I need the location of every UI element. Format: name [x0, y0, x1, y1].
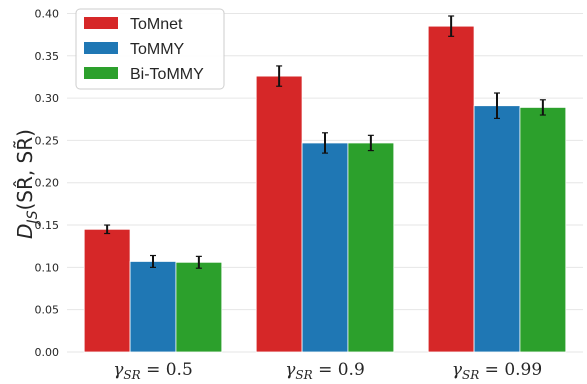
legend-swatch [84, 17, 118, 29]
legend-label: Bi-ToMMY [130, 66, 204, 83]
bar [519, 107, 567, 353]
y-tick-label: 0.20 [35, 177, 60, 190]
y-tick-label: 0.25 [35, 134, 60, 147]
error-bars [104, 15, 546, 269]
x-tick-value: = 0.5 [141, 360, 193, 380]
bar [175, 261, 223, 353]
bar [301, 142, 349, 353]
legend: ToMnet ToMMY Bi-ToMMY [75, 8, 225, 90]
x-tick-symbol: γ [113, 360, 124, 380]
x-tick-labels: γSR = 0.5 γSR = 0.9 γSR = 0.99 [113, 360, 542, 382]
bar [83, 228, 131, 353]
y-tick-label: 0.40 [35, 7, 60, 20]
y-tick-label: 0.15 [35, 219, 60, 232]
x-tick-value: = 0.99 [479, 360, 542, 380]
y-tick-label: 0.05 [35, 304, 60, 317]
y-tick-label: 0.35 [35, 50, 60, 63]
bar [473, 105, 521, 353]
legend-swatch [84, 42, 118, 54]
x-tick-label: γSR = 0.9 [285, 360, 365, 382]
y-tick-label: 0.30 [35, 92, 60, 105]
bar [255, 75, 303, 353]
x-tick-subscript: SR [295, 368, 312, 382]
y-tick-label: 0.00 [35, 346, 60, 359]
legend-swatch [84, 67, 118, 79]
bar [347, 142, 395, 353]
bar [129, 261, 177, 353]
y-axis-label-sub: JS [25, 210, 41, 226]
y-axis-label-args: (SR̂, SR̃) [13, 129, 37, 211]
x-tick-symbol: γ [452, 360, 463, 380]
x-tick-subscript: SR [123, 368, 140, 382]
bar [427, 25, 475, 353]
bars [83, 25, 567, 353]
x-tick-symbol: γ [285, 360, 296, 380]
legend-label: ToMMY [130, 41, 185, 58]
x-tick-label: γSR = 0.99 [452, 360, 542, 382]
y-tick-label: 0.10 [35, 261, 60, 274]
y-axis-label: DJS(SR̂, SR̃) [13, 129, 41, 239]
x-tick-value: = 0.9 [313, 360, 365, 380]
x-tick-label: γSR = 0.5 [113, 360, 193, 382]
y-axis-label-main: D [13, 224, 37, 239]
y-tick-labels: 0.00 0.05 0.10 0.15 0.20 0.25 0.30 0.35 0.40 [35, 7, 60, 359]
legend-label: ToMnet [130, 16, 183, 33]
x-tick-subscript: SR [462, 368, 479, 382]
